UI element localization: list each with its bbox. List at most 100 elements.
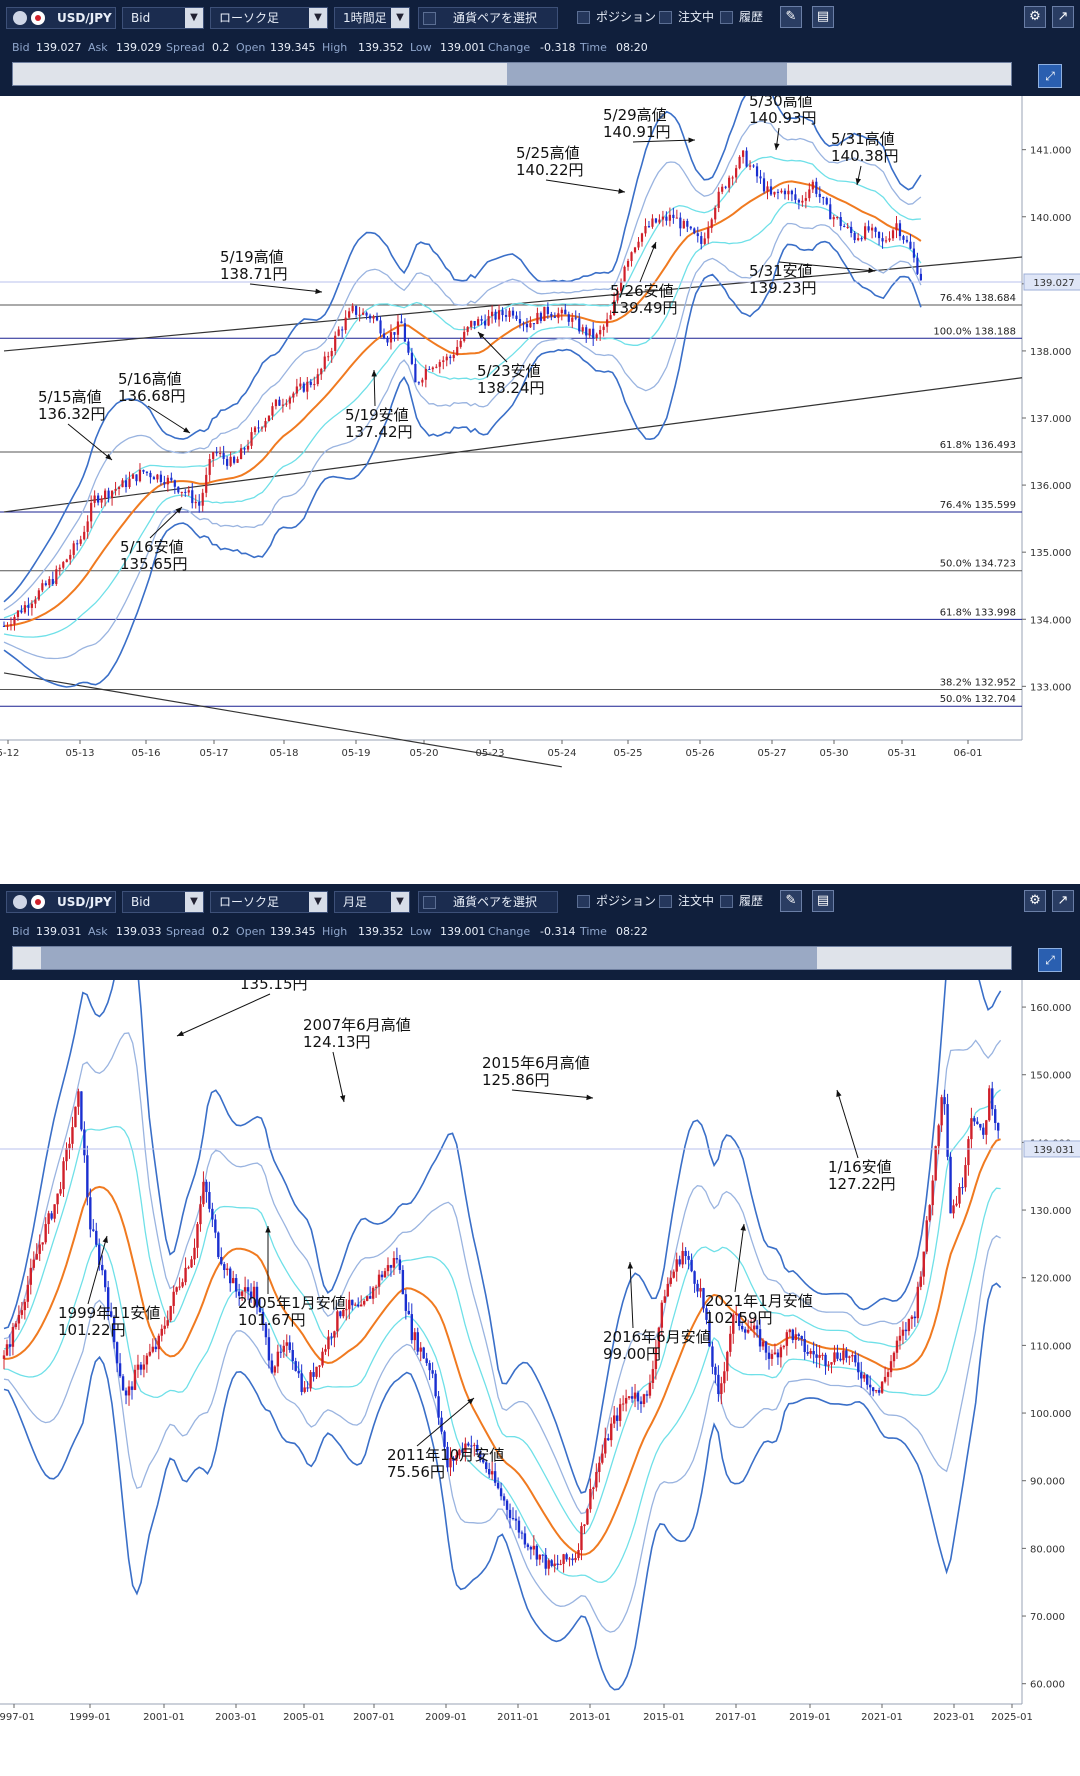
y-tick-label: 110.000	[1030, 1341, 1071, 1352]
select-pair-button[interactable]: 通貨ペアを選択	[418, 7, 558, 29]
candle-body	[913, 1316, 917, 1319]
navigator-scrollbar[interactable]	[12, 946, 1012, 970]
candle-body	[562, 1554, 565, 1564]
candle-body	[236, 459, 239, 463]
candle-body	[658, 219, 661, 223]
candle-body	[396, 321, 400, 335]
popout-icon[interactable]: ↗	[1052, 890, 1074, 912]
candle-body	[285, 1342, 288, 1346]
candle-body	[934, 1146, 937, 1181]
window-button[interactable]: ▤	[812, 890, 834, 912]
order-checkbox[interactable]	[659, 11, 672, 24]
candle-body	[173, 480, 176, 487]
annotation-arrowhead	[868, 267, 875, 274]
candle-body	[201, 492, 204, 506]
y-tick-label: 80.000	[1030, 1544, 1065, 1555]
candle-body	[870, 227, 874, 231]
candle-body	[417, 382, 420, 384]
candle-body	[724, 186, 727, 188]
annotation-arrow	[87, 1235, 108, 1305]
period-select[interactable]: 月足 ▼	[334, 891, 410, 913]
draw-tool-button[interactable]: ✎	[780, 6, 802, 28]
fit-icon[interactable]: ⤢	[1038, 948, 1062, 972]
candle-body	[946, 1104, 949, 1157]
candle-body	[452, 354, 455, 359]
candle-body	[253, 427, 257, 433]
candle-body	[728, 177, 731, 188]
chart-type-select[interactable]: ローソク足 ▼	[210, 7, 328, 29]
candle-body	[904, 1329, 908, 1332]
current-price-badge	[1023, 1140, 1080, 1158]
bollinger-band-upper-3	[3, 96, 922, 603]
y-tick-label: 137.000	[1030, 414, 1071, 425]
y-tick-label: 134.000	[1030, 615, 1071, 626]
fit-icon[interactable]: ⤢	[1038, 64, 1062, 88]
candle-body	[678, 1259, 681, 1265]
price-type-select[interactable]: Bid ▼	[122, 7, 204, 29]
candle-body	[482, 1459, 485, 1463]
chart-type-select[interactable]: ローソク足 ▼	[210, 891, 328, 913]
candle-body	[198, 501, 201, 506]
chart-panel-monthly: USD/JPY Bid ▼ ローソク足 ▼ 月足 ▼ 通貨ペアを選択 ポジション 注文…	[0, 884, 1080, 1776]
candle-body	[589, 1489, 592, 1510]
monthly-chart[interactable]: 160.000150.000140.000130.000120.000110.0…	[0, 980, 1080, 1776]
candle-body	[874, 227, 877, 232]
candle-body	[735, 1314, 738, 1316]
candle-body	[785, 1332, 789, 1346]
history-label: 履歴	[739, 894, 764, 908]
candle-body	[532, 323, 536, 325]
candle-body	[821, 1354, 824, 1356]
x-tick-label: 2007-01	[353, 1712, 395, 1723]
candle-body	[184, 491, 187, 493]
candle-body	[857, 238, 860, 241]
annotation-arrowhead	[102, 1236, 108, 1243]
chevron-down-icon: ▼	[185, 8, 203, 28]
candle-body	[800, 1336, 803, 1340]
window-button[interactable]: ▤	[812, 6, 834, 28]
select-pair-button[interactable]: 通貨ペアを選択	[418, 891, 558, 913]
candle-body	[776, 191, 780, 193]
navigator-scrollbar[interactable]	[12, 62, 1012, 86]
gear-icon[interactable]: ⚙	[1024, 890, 1046, 912]
candle-body	[413, 1332, 416, 1341]
candle-body	[630, 1396, 634, 1399]
hourly-chart[interactable]: 141.000140.000139.000138.000137.000136.0…	[0, 96, 1080, 880]
candle-body	[273, 1366, 277, 1373]
symbol-selector[interactable]: USD/JPY	[6, 891, 116, 913]
candle-body	[940, 1097, 943, 1126]
candle-body	[93, 495, 96, 503]
order-checkbox[interactable]	[659, 895, 672, 908]
popout-icon[interactable]: ↗	[1052, 6, 1074, 28]
candle-body	[226, 458, 229, 466]
candle-body	[62, 1161, 65, 1190]
candle-body	[651, 1369, 655, 1383]
position-checkbox[interactable]	[577, 11, 590, 24]
price-type-select[interactable]: Bid ▼	[122, 891, 204, 913]
annotation-arrowhead	[774, 143, 780, 150]
period-select[interactable]: 1時間足 ▼	[334, 7, 410, 29]
candle-body	[731, 177, 734, 179]
candle-body	[316, 374, 319, 385]
draw-tool-button[interactable]: ✎	[780, 890, 802, 912]
candle-body	[193, 1247, 196, 1260]
annotation-arrowhead	[315, 288, 322, 294]
candle-body	[464, 1443, 467, 1453]
candle-body	[313, 384, 316, 386]
candle-body	[922, 1251, 925, 1277]
gear-icon[interactable]: ⚙	[1024, 6, 1046, 28]
history-checkbox[interactable]	[720, 11, 733, 24]
annotation-arrowhead	[467, 1398, 474, 1405]
history-checkbox[interactable]	[720, 895, 733, 908]
navigator-handle[interactable]	[41, 947, 817, 969]
candle-body	[571, 317, 574, 322]
navigator-handle[interactable]	[507, 63, 787, 85]
candle-body	[44, 1224, 47, 1243]
candle-body	[392, 1258, 396, 1268]
candle-body	[403, 323, 407, 342]
symbol-selector[interactable]: USD/JPY	[6, 7, 116, 29]
toolbar: USD/JPY Bid ▼ ローソク足 ▼ 月足 ▼ 通貨ペアを選択 ポジション 注文…	[0, 884, 1080, 980]
chart-background	[0, 980, 1080, 1776]
position-checkbox[interactable]	[577, 895, 590, 908]
candle-body	[703, 238, 706, 244]
candle-body	[130, 1386, 134, 1390]
